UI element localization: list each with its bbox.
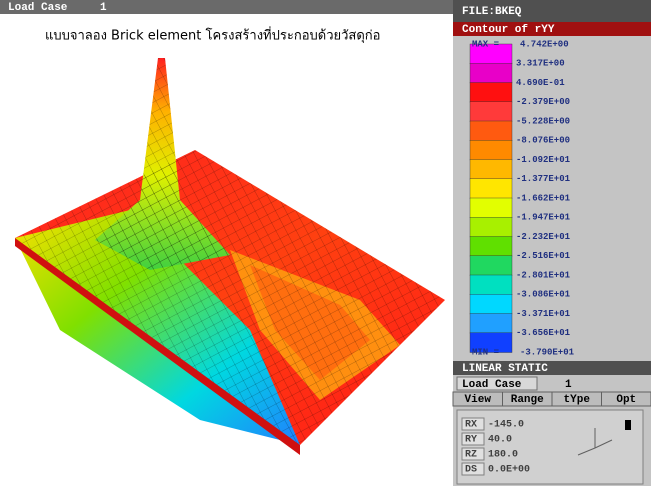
contour-title: Contour of rYY bbox=[462, 24, 555, 36]
file-name: FILE:BKEQ bbox=[462, 6, 522, 18]
legend-band bbox=[470, 217, 512, 237]
menu-label[interactable]: Range bbox=[511, 394, 544, 406]
legend-entry: -2.516E+01 bbox=[516, 251, 571, 261]
legend-entry: -2.379E+00 bbox=[516, 97, 570, 107]
param-value: 180.0 bbox=[488, 450, 518, 461]
legend-band bbox=[470, 83, 512, 103]
view-box bbox=[457, 410, 643, 484]
legend-entry: -3.086E+01 bbox=[516, 290, 571, 300]
legend-band bbox=[470, 237, 512, 257]
param-key: DS bbox=[465, 465, 477, 476]
legend-entry: -2.232E+01 bbox=[516, 232, 571, 242]
menu: View Range tYpe Opt bbox=[453, 392, 651, 406]
legend-entry: -2.801E+01 bbox=[516, 270, 571, 280]
load-case-label: Load Case bbox=[462, 379, 522, 391]
menu-label[interactable]: Opt bbox=[616, 394, 636, 406]
caption: แบบจาลอง Brick element โครงสร้างที่ประกอ… bbox=[45, 27, 380, 44]
legend-band bbox=[470, 294, 512, 314]
top-bar-label: Load Case bbox=[8, 2, 68, 14]
legend-min-value: -3.790E+01 bbox=[520, 347, 575, 357]
legend-band bbox=[470, 121, 512, 141]
legend-band bbox=[470, 314, 512, 334]
legend: MAX = 4.742E+00 3.317E+00 4.690E-01 -2.379E+… bbox=[470, 39, 575, 357]
top-bar-value: 1 bbox=[100, 2, 107, 14]
param-key: RX bbox=[465, 420, 477, 431]
legend-band bbox=[470, 179, 512, 199]
legend-entry: -3.371E+01 bbox=[516, 309, 571, 319]
legend-entry: -5.228E+00 bbox=[516, 116, 570, 126]
legend-entry: 3.317E+00 bbox=[516, 59, 565, 69]
param-value: 40.0 bbox=[488, 435, 512, 446]
legend-band bbox=[470, 160, 512, 180]
menu-label[interactable]: View bbox=[465, 394, 492, 406]
legend-band bbox=[470, 63, 512, 83]
legend-min-label: MIN = bbox=[472, 347, 499, 357]
legend-entry: -1.377E+01 bbox=[516, 174, 571, 184]
param-key: RZ bbox=[465, 450, 477, 461]
legend-band bbox=[470, 140, 512, 160]
legend-entry: 4.690E-01 bbox=[516, 78, 565, 88]
param-value: 0.0E+00 bbox=[488, 465, 530, 476]
analysis-type: LINEAR STATIC bbox=[462, 363, 548, 375]
legend-entry: -3.656E+01 bbox=[516, 328, 571, 338]
legend-max-label: MAX = bbox=[472, 39, 499, 49]
legend-band bbox=[470, 275, 512, 295]
top-bar bbox=[0, 0, 453, 14]
legend-max-value: 4.742E+00 bbox=[520, 39, 569, 49]
legend-band bbox=[470, 256, 512, 276]
legend-entry: -1.947E+01 bbox=[516, 213, 571, 223]
param-key: RY bbox=[465, 435, 477, 446]
legend-entry: -1.092E+01 bbox=[516, 155, 571, 165]
param-value: -145.0 bbox=[488, 420, 524, 431]
legend-band bbox=[470, 198, 512, 218]
legend-entry: -1.662E+01 bbox=[516, 193, 571, 203]
load-case-value: 1 bbox=[565, 379, 572, 391]
menu-label[interactable]: tYpe bbox=[564, 394, 591, 406]
legend-entry: -8.076E+00 bbox=[516, 136, 570, 146]
legend-band bbox=[470, 102, 512, 122]
